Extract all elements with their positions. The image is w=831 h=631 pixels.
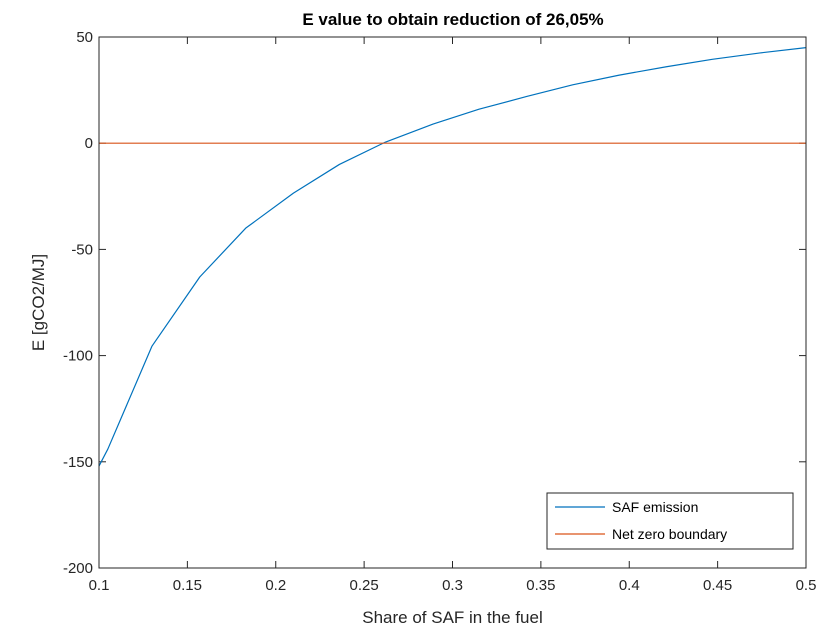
plot-box [98, 36, 807, 569]
legend: SAF emission Net zero boundary [546, 492, 794, 550]
x-tick-label: 0.35 [526, 577, 555, 594]
y-tick-label: -100 [63, 348, 93, 365]
y-axis-ticks: -200 -150 -100 -50 0 50 [63, 29, 806, 577]
x-tick-label: 0.25 [350, 577, 379, 594]
x-tick-label: 0.3 [442, 577, 463, 594]
x-axis-ticks: 0.1 0.15 0.2 0.25 0.3 0.35 0.4 0.45 0.5 [89, 37, 817, 594]
x-tick-label: 0.15 [173, 577, 202, 594]
x-tick-label: 0.45 [703, 577, 732, 594]
x-tick-label: 0.5 [796, 577, 817, 594]
legend-box [546, 492, 794, 550]
y-axis-label: E [gCO2/MJ] [29, 254, 48, 351]
y-tick-label: -150 [63, 454, 93, 471]
y-tick-label: -200 [63, 560, 93, 577]
legend-label-net-zero-boundary: Net zero boundary [612, 526, 727, 542]
series-lines [98, 47, 807, 467]
x-tick-label: 0.4 [619, 577, 640, 594]
x-tick-label: 0.1 [89, 577, 110, 594]
y-tick-label: 50 [76, 29, 93, 46]
saf-emission-line [98, 47, 807, 467]
x-axis-label: Share of SAF in the fuel [362, 608, 543, 627]
legend-label-saf-emission: SAF emission [612, 499, 698, 515]
y-tick-label: -50 [71, 241, 93, 258]
chart-title: E value to obtain reduction of 26,05% [302, 10, 603, 29]
plot-area [99, 37, 806, 568]
y-tick-label: 0 [85, 135, 93, 152]
x-tick-label: 0.2 [265, 577, 286, 594]
